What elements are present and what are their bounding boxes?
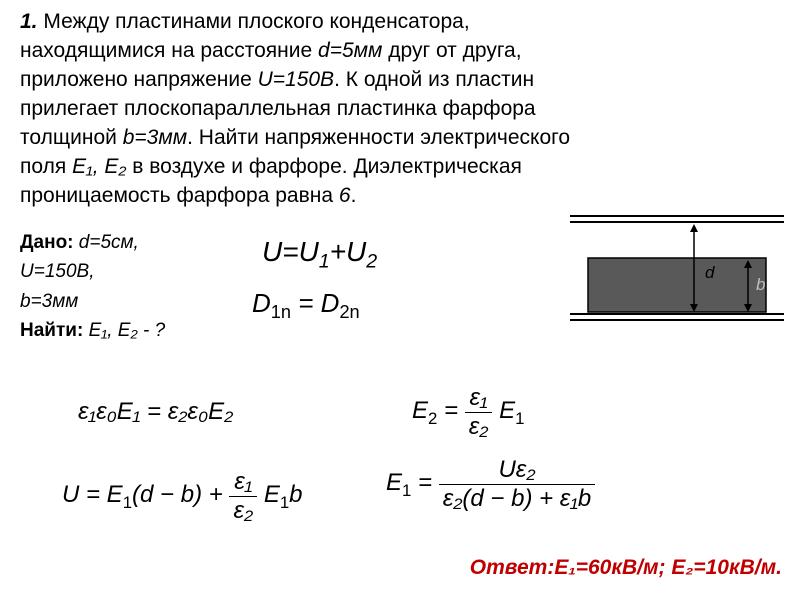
equation-e2: E2 = ε₁ ε₂ E1 (412, 384, 524, 441)
eq-e2-rhs: E (499, 397, 515, 424)
equation-eps-relation: ε₁ε₀E₁ = ε₂ε₀E₂ (78, 398, 233, 426)
equation-u-expanded: U = E1(d − b) + ε₁ ε₂ E1b (62, 468, 303, 525)
eq-e2-den: ε₂ (465, 413, 493, 441)
answer-e2: Е₂=10кВ/м. (671, 556, 782, 579)
given-b: b=3мм (20, 291, 78, 312)
eq-d-left: D (252, 288, 271, 318)
eq-e2-num: ε₁ (465, 384, 493, 413)
find-label: Найти: (20, 320, 89, 341)
diagram-label-d: d (705, 263, 715, 282)
problem-text-6: . (351, 184, 357, 207)
problem-u: U=150В (258, 68, 334, 91)
problem-e: Е₁, Е₂ (72, 155, 126, 178)
eq-uu-p2: E (264, 481, 280, 508)
eq-uu-lhs: U = E (62, 481, 123, 508)
equation-d-continuity: D1n = D2n (252, 288, 360, 323)
equation-u-sum: U=U1+U2 (262, 236, 377, 274)
eq-d-sub2: 2n (339, 302, 359, 322)
find-values: Е₁, Е₂ - ? (89, 320, 166, 341)
problem-b: b=3мм (123, 126, 187, 149)
eq-eps-line: ε₁ε₀E₁ = ε₂ε₀E₂ (78, 398, 233, 425)
eq-e2-lhs: E (412, 397, 428, 424)
answer-e1: Е₁=60кВ/м (554, 556, 658, 579)
diagram-label-b: b (756, 275, 765, 294)
eq-uu-p1: (d − b) + (132, 481, 229, 508)
eq-e2-frac: ε₁ ε₂ (465, 384, 493, 441)
problem-number: 1. (20, 10, 38, 33)
eq-d-mid: = D (291, 288, 339, 318)
eq-e1-den: ε₂(d − b) + ε₁b (439, 485, 596, 513)
eq-e1-num: Uε₂ (439, 456, 596, 485)
problem-eps: 6 (339, 184, 351, 207)
eq-e1-eq: = (411, 469, 438, 496)
equation-e1: E1 = Uε₂ ε₂(d − b) + ε₁b (386, 456, 595, 513)
eq-u-mid: +U (330, 236, 367, 267)
eq-u-left: U=U (262, 236, 319, 267)
given-label: Дано: (20, 232, 79, 253)
given-d: d=5см, (79, 232, 139, 253)
answer-label: Ответ: (470, 556, 555, 579)
answer-sep: ; (659, 556, 672, 579)
answer-line: Ответ:Е₁=60кВ/м; Е₂=10кВ/м. (470, 556, 782, 580)
eq-uu-den: ε₂ (229, 497, 257, 525)
capacitor-diagram: d b (570, 210, 784, 330)
given-u: U=150В, (20, 261, 94, 282)
eq-uu-p3: b (289, 481, 302, 508)
problem-statement: 1. Между пластинами плоского конденсатор… (20, 8, 580, 211)
eq-d-sub1: 1n (271, 302, 291, 322)
eq-uu-num: ε₁ (229, 468, 257, 497)
eq-e1-frac: Uε₂ ε₂(d − b) + ε₁b (439, 456, 596, 513)
eq-e1-lhs: E (386, 469, 402, 496)
eq-uu-frac: ε₁ ε₂ (229, 468, 257, 525)
eq-e2-eq: = (437, 397, 464, 424)
problem-d: d=5мм (318, 39, 382, 62)
given-block: Дано: d=5см, U=150В, b=3мм Найти: Е₁, Е₂… (20, 228, 165, 346)
